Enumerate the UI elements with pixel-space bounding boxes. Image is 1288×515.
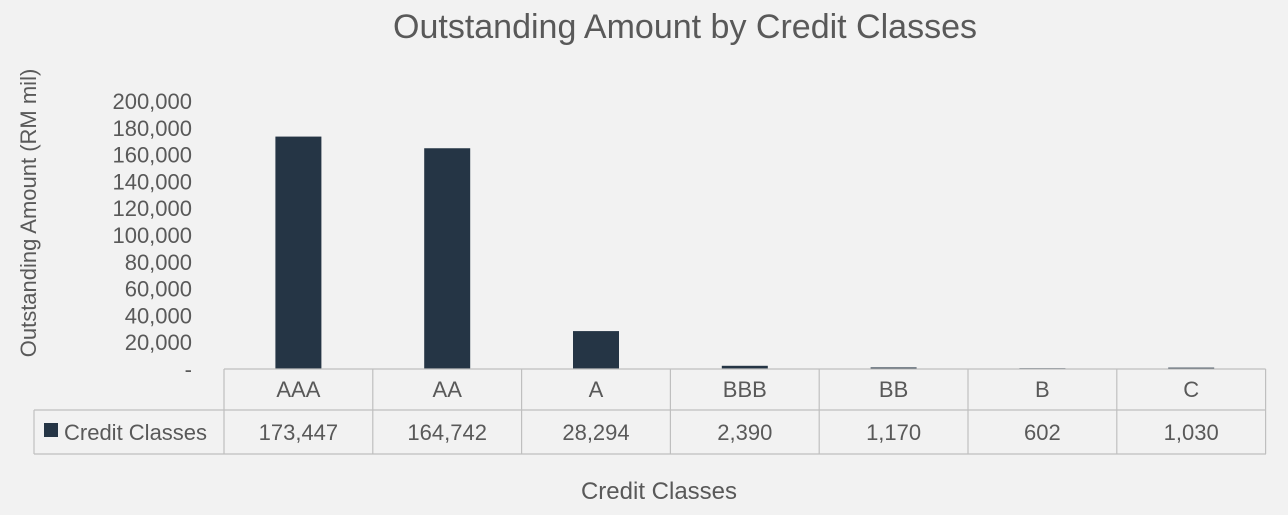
legend-label: Credit Classes [64,420,207,445]
x-tick-label: AAA [276,377,320,402]
y-tick-label: 60,000 [125,277,192,302]
bar-bb [870,367,917,369]
legend-swatch [44,423,58,437]
x-tick-label: B [1035,377,1050,402]
x-tick-label: A [589,377,604,402]
data-label: 28,294 [562,420,629,445]
y-tick-label: 200,000 [112,89,192,114]
data-label: 173,447 [259,420,339,445]
y-axis-label: Outstanding Amount (RM mil) [16,69,41,358]
y-tick-label: - [185,357,192,382]
chart-title: Outstanding Amount by Credit Classes [393,8,977,46]
x-axis-label: Credit Classes [581,478,737,505]
data-label: 164,742 [407,420,487,445]
data-label: 2,390 [717,420,772,445]
y-tick-label: 160,000 [112,143,192,168]
y-tick-label: 20,000 [125,330,192,355]
y-tick-label: 120,000 [112,196,192,221]
x-tick-label: BBB [723,377,767,402]
bar-a [573,331,619,369]
y-tick-label: 100,000 [112,223,192,248]
bar-aaa [275,136,322,369]
y-tick-label: 180,000 [112,116,192,141]
data-label: 1,170 [866,420,921,445]
x-tick-label: BB [879,377,908,402]
data-label: 1,030 [1164,420,1219,445]
bar-aa [424,148,471,369]
data-table: AAA 173,447 AA 164,742 A 28,294 BBB 2,390 BB 1,17… [33,368,1267,455]
bars [275,136,1215,369]
y-tick-label: 80,000 [125,250,192,275]
y-tick-label: 40,000 [125,303,192,328]
x-tick-label: AA [433,377,463,402]
bar-c [1168,367,1215,369]
y-axis: -20,00040,00060,00080,000100,000120,0001… [112,89,192,382]
data-label: 602 [1024,420,1061,445]
bar-bbb [721,365,768,369]
x-tick-label: C [1183,377,1199,402]
y-tick-label: 140,000 [112,169,192,194]
